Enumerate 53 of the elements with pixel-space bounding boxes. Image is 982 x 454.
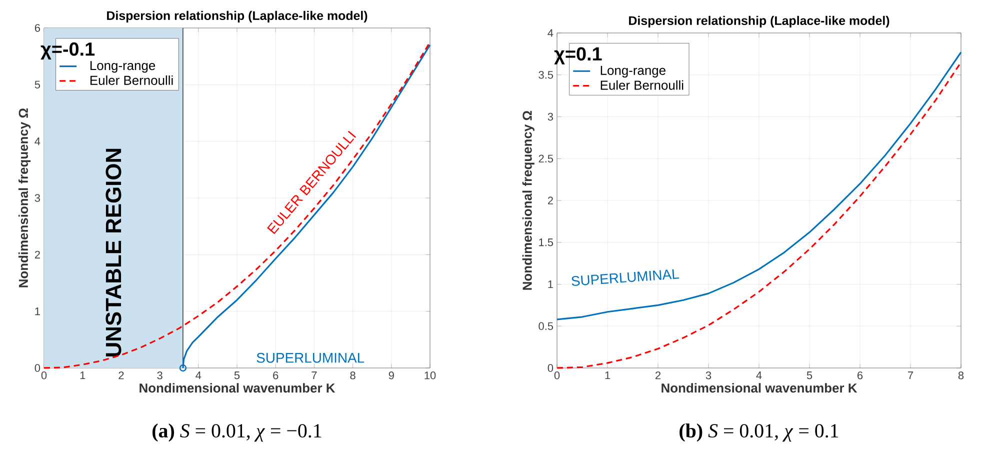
y-tick-label: 6 — [34, 24, 40, 32]
y-tick-label: 3 — [34, 194, 40, 202]
y-tick-label: 0.5 — [538, 322, 554, 330]
x-tick-label: 3 — [706, 372, 712, 380]
x-tick-label: 6 — [858, 372, 863, 380]
x-axis-title: Nondimensional wavenumber K — [662, 383, 858, 393]
x-tick-label: 4 — [196, 372, 202, 380]
legend-label: Long-range — [600, 66, 666, 78]
y-tick-label: 1.5 — [539, 238, 554, 246]
y-tick-label: 4 — [34, 138, 40, 146]
x-tick-label: 0 — [41, 372, 47, 380]
x-tick-label: 3 — [157, 372, 162, 380]
legend-title: χ=0.1 — [554, 47, 602, 64]
legend-title: χ=-0.1 — [40, 42, 95, 60]
y-tick-label: 1 — [548, 280, 553, 288]
x-tick-label: 0 — [554, 372, 560, 380]
y-axis-title: Nondimensional frequency Ω — [18, 108, 31, 288]
x-tick-label: 9 — [388, 372, 394, 380]
x-tick-label: 1 — [605, 372, 610, 380]
chart-title: Dispersion relationship (Laplace-like model) — [107, 10, 368, 22]
y-tick-label: 0 — [34, 364, 40, 372]
y-tick-label: 2 — [34, 250, 40, 258]
x-tick-label: 5 — [234, 372, 240, 380]
band-label: UNSTABLE REGION — [106, 148, 122, 356]
x-tick-label: 4 — [756, 372, 762, 380]
x-tick-label: 8 — [350, 372, 356, 380]
y-tick-label: 0 — [548, 364, 554, 372]
y-tick-label: 3 — [548, 112, 554, 121]
text: (a) S = 0.01, χ = −0.1 — [152, 424, 322, 442]
y-tick-label: 2 — [548, 196, 553, 204]
y-tick-label: 1 — [35, 308, 40, 316]
y-tick-label: 3.5 — [538, 70, 554, 79]
annotation: SUPERLUMINAL — [572, 269, 680, 286]
x-tick-label: 7 — [312, 372, 317, 380]
y-tick-label: 2.5 — [538, 154, 554, 162]
y-axis-title: Nondimensional frequency Ω — [522, 110, 534, 290]
x-tick-label: 10 — [424, 372, 436, 380]
x-axis-title: Nondimensional wavenumber K — [140, 383, 336, 393]
legend-label: Euler Bernoulli — [600, 80, 684, 90]
x-tick-label: 6 — [273, 372, 278, 380]
legend-label: Euler Bernoulli — [90, 75, 173, 85]
x-tick-label: 5 — [806, 372, 812, 380]
x-tick-label: 7 — [908, 372, 913, 380]
chart-title: Dispersion relationship (Laplace-like model) — [629, 16, 890, 28]
y-tick-label: 5 — [34, 80, 40, 88]
legend-label: Long-range — [90, 61, 156, 73]
x-tick-label: 2 — [656, 372, 661, 380]
x-tick-label: 2 — [118, 372, 124, 380]
y-tick-label: 4 — [548, 29, 554, 37]
text: (b) S = 0.01, χ = 0.1 — [680, 424, 838, 442]
x-tick-label: 1 — [80, 372, 86, 380]
annotation: SUPERLUMINAL — [256, 352, 364, 363]
x-tick-label: 8 — [958, 372, 964, 380]
